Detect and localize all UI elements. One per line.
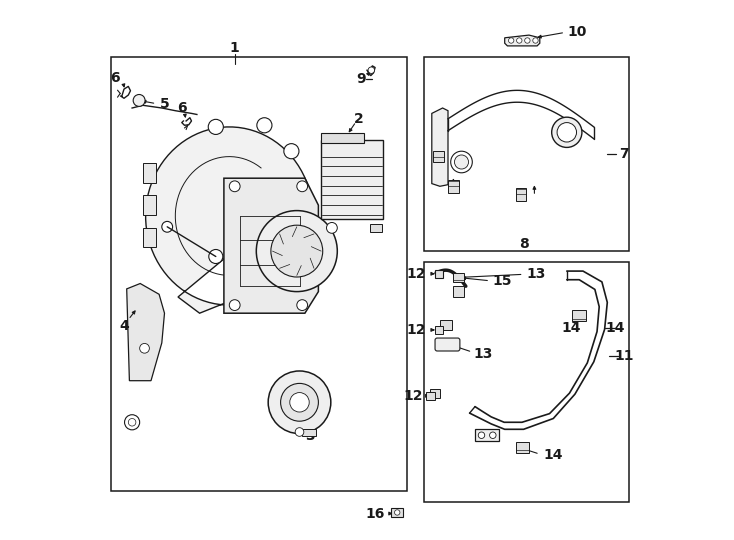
Circle shape	[368, 67, 374, 73]
Circle shape	[229, 300, 240, 310]
Circle shape	[517, 38, 522, 43]
Text: 6: 6	[110, 71, 120, 85]
Text: 14: 14	[543, 448, 562, 462]
Circle shape	[268, 371, 331, 434]
Bar	[424, 262, 629, 502]
Circle shape	[271, 225, 323, 277]
Circle shape	[552, 117, 582, 147]
Polygon shape	[145, 127, 309, 313]
Text: 12: 12	[407, 267, 426, 281]
Text: 16: 16	[366, 507, 385, 521]
Text: 3: 3	[305, 429, 315, 443]
Circle shape	[395, 510, 400, 515]
Text: 11: 11	[614, 349, 634, 363]
Text: 10: 10	[568, 25, 587, 39]
Circle shape	[454, 155, 468, 169]
Circle shape	[525, 38, 530, 43]
Bar	[448, 180, 459, 193]
Text: 2: 2	[354, 112, 364, 126]
Bar	[391, 508, 403, 517]
Text: 1: 1	[230, 40, 239, 55]
Bar	[111, 57, 407, 491]
FancyBboxPatch shape	[435, 338, 460, 351]
Circle shape	[479, 432, 484, 438]
Text: 4: 4	[119, 319, 129, 333]
Text: 12: 12	[407, 323, 426, 337]
Bar	[515, 442, 529, 453]
Circle shape	[451, 151, 472, 173]
Circle shape	[290, 393, 309, 412]
Text: 6: 6	[178, 101, 187, 115]
Text: 14: 14	[562, 321, 581, 335]
Text: 7: 7	[619, 147, 628, 161]
Text: 13: 13	[474, 347, 493, 361]
Bar	[515, 188, 526, 201]
Circle shape	[139, 343, 150, 353]
Circle shape	[490, 432, 496, 438]
Bar	[302, 429, 316, 436]
Circle shape	[327, 222, 338, 233]
Bar	[321, 133, 364, 143]
Bar	[143, 228, 156, 247]
Circle shape	[229, 181, 240, 192]
Text: 14: 14	[606, 321, 625, 335]
Bar	[433, 151, 443, 162]
Circle shape	[557, 123, 576, 142]
Circle shape	[208, 119, 223, 134]
Circle shape	[297, 300, 308, 310]
Text: 13: 13	[526, 267, 545, 281]
Circle shape	[297, 181, 308, 192]
Bar	[321, 140, 383, 219]
Circle shape	[284, 144, 299, 159]
Bar	[435, 270, 443, 278]
Bar	[475, 429, 499, 441]
Bar	[143, 195, 156, 215]
Circle shape	[295, 428, 304, 436]
Circle shape	[208, 249, 223, 264]
Circle shape	[256, 211, 338, 292]
Text: 12: 12	[404, 389, 424, 403]
Text: 5: 5	[160, 97, 170, 111]
Bar	[143, 163, 156, 183]
Circle shape	[125, 415, 139, 430]
Bar	[435, 326, 443, 334]
Bar	[424, 57, 629, 251]
Bar	[426, 392, 435, 400]
Bar	[440, 320, 452, 330]
Bar	[454, 286, 464, 297]
Circle shape	[280, 383, 319, 421]
Polygon shape	[432, 108, 448, 186]
Polygon shape	[224, 178, 319, 313]
Circle shape	[161, 221, 172, 232]
Circle shape	[133, 94, 145, 106]
Bar	[573, 310, 586, 321]
Circle shape	[257, 118, 272, 133]
Bar	[370, 224, 382, 232]
Text: 9: 9	[356, 72, 366, 86]
Circle shape	[509, 38, 514, 43]
Text: 8: 8	[519, 237, 528, 251]
Bar	[430, 389, 440, 398]
Text: 15: 15	[493, 274, 512, 288]
Bar	[454, 273, 464, 282]
Polygon shape	[505, 35, 539, 46]
Circle shape	[533, 38, 538, 43]
Circle shape	[128, 418, 136, 426]
Polygon shape	[127, 284, 164, 381]
